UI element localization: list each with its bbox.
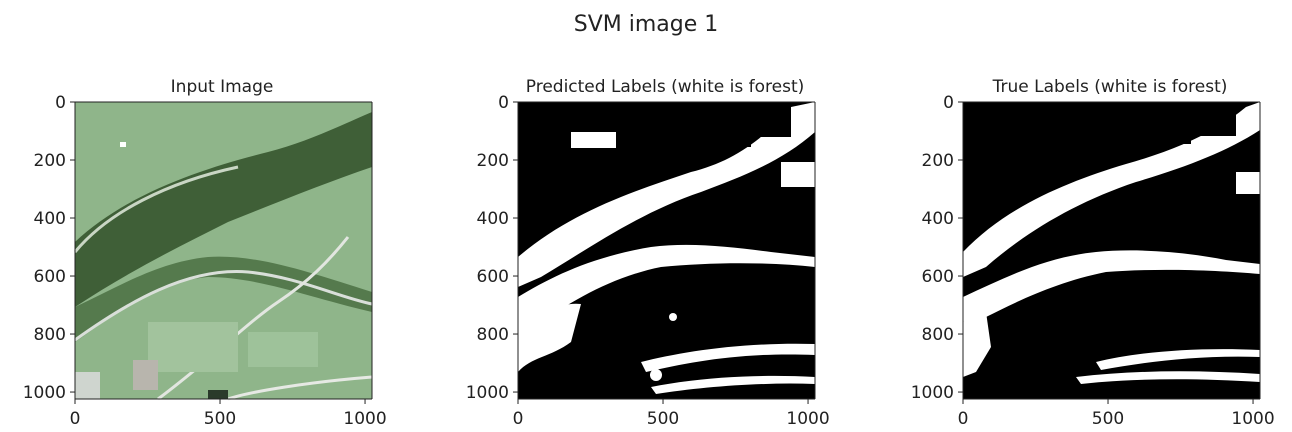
y-tick-label: 800 (922, 325, 954, 345)
y-tick-label: 800 (477, 325, 509, 345)
panel-title: Input Image (171, 77, 274, 97)
panel-true-labels: True Labels (white is forest) 0 500 1000 0… (896, 72, 1275, 430)
field-patch (148, 322, 238, 372)
river (73, 165, 239, 253)
x-ticks: 0 500 1000 (70, 399, 387, 429)
road-3 (227, 375, 373, 401)
y-ticks: 0 200 400 600 800 1000 (911, 93, 963, 403)
y-tick-label: 0 (498, 93, 509, 113)
y-tick-label: 200 (922, 151, 954, 171)
x-tick-label: 1000 (343, 409, 386, 429)
forest-region-left (518, 303, 581, 372)
x-ticks: 0 500 1000 (513, 399, 830, 429)
y-tick-label: 600 (922, 267, 954, 287)
x-tick-label: 1000 (786, 409, 829, 429)
panel-title: Predicted Labels (white is forest) (526, 77, 805, 97)
pond (208, 390, 228, 399)
clearing (751, 107, 791, 137)
forest-region-south (641, 343, 815, 372)
predicted-mask (518, 102, 815, 399)
true-mask (963, 102, 1260, 399)
y-tick-label: 400 (34, 209, 66, 229)
panel-title: True Labels (white is forest) (992, 77, 1228, 97)
road-1 (74, 270, 373, 342)
y-tick-label: 0 (943, 93, 954, 113)
x-tick-label: 500 (647, 409, 679, 429)
x-ticks: 0 500 1000 (958, 399, 1275, 429)
y-tick-label: 1000 (466, 383, 509, 403)
y-tick-label: 200 (477, 151, 509, 171)
x-tick-label: 500 (1092, 409, 1124, 429)
clearing (1196, 108, 1236, 136)
x-tick-label: 1000 (1231, 409, 1274, 429)
forest-patch (781, 162, 815, 187)
x-tick-label: 0 (958, 409, 969, 429)
y-tick-label: 600 (34, 267, 66, 287)
building-area (133, 360, 158, 390)
y-tick-label: 400 (477, 209, 509, 229)
building (120, 142, 126, 147)
building-area (75, 372, 100, 399)
forest-patch (650, 369, 662, 381)
forest-region-bottom (1076, 371, 1260, 384)
y-tick-label: 1000 (23, 383, 66, 403)
x-tick-label: 0 (70, 409, 81, 429)
x-tick-label: 500 (204, 409, 236, 429)
forest-region-main (518, 102, 815, 287)
forest-strip (75, 256, 372, 342)
y-tick-label: 0 (55, 93, 66, 113)
clearing (1151, 114, 1191, 144)
y-ticks: 0 200 400 600 800 1000 (466, 93, 518, 403)
forest-band (75, 112, 372, 307)
panel-input-image: Input Image 0 500 1000 0 200 400 600 800 1000 (8, 72, 387, 430)
y-tick-label: 600 (477, 267, 509, 287)
y-ticks: 0 200 400 600 800 1000 (23, 93, 75, 403)
forest-region-strip (963, 250, 1260, 322)
y-tick-label: 400 (922, 209, 954, 229)
panel-predicted-labels: Predicted Labels (white is forest) 0 500 1… (451, 72, 830, 430)
forest-patch (571, 132, 616, 148)
forest-region-main (963, 102, 1260, 277)
y-tick-label: 1000 (911, 383, 954, 403)
clearing (711, 117, 751, 147)
forest-patch (1236, 172, 1260, 194)
y-tick-label: 200 (34, 151, 66, 171)
x-tick-label: 0 (513, 409, 524, 429)
forest-region-south (1096, 349, 1260, 370)
forest-region-strip (518, 244, 815, 332)
input-image-axes: Input Image 0 500 1000 0 200 400 600 800 1000 (23, 77, 387, 429)
field-patch (248, 332, 318, 367)
forest-region-bottom (651, 375, 815, 394)
y-tick-label: 800 (34, 325, 66, 345)
true-labels-axes: True Labels (white is forest) 0 500 1000 0… (911, 77, 1275, 429)
predicted-labels-axes: Predicted Labels (white is forest) 0 500 1… (466, 77, 830, 429)
aerial-photo (73, 102, 373, 401)
forest-region-left (963, 312, 991, 377)
forest-patch (669, 313, 677, 321)
figure-title: SVM image 1 (573, 12, 719, 37)
